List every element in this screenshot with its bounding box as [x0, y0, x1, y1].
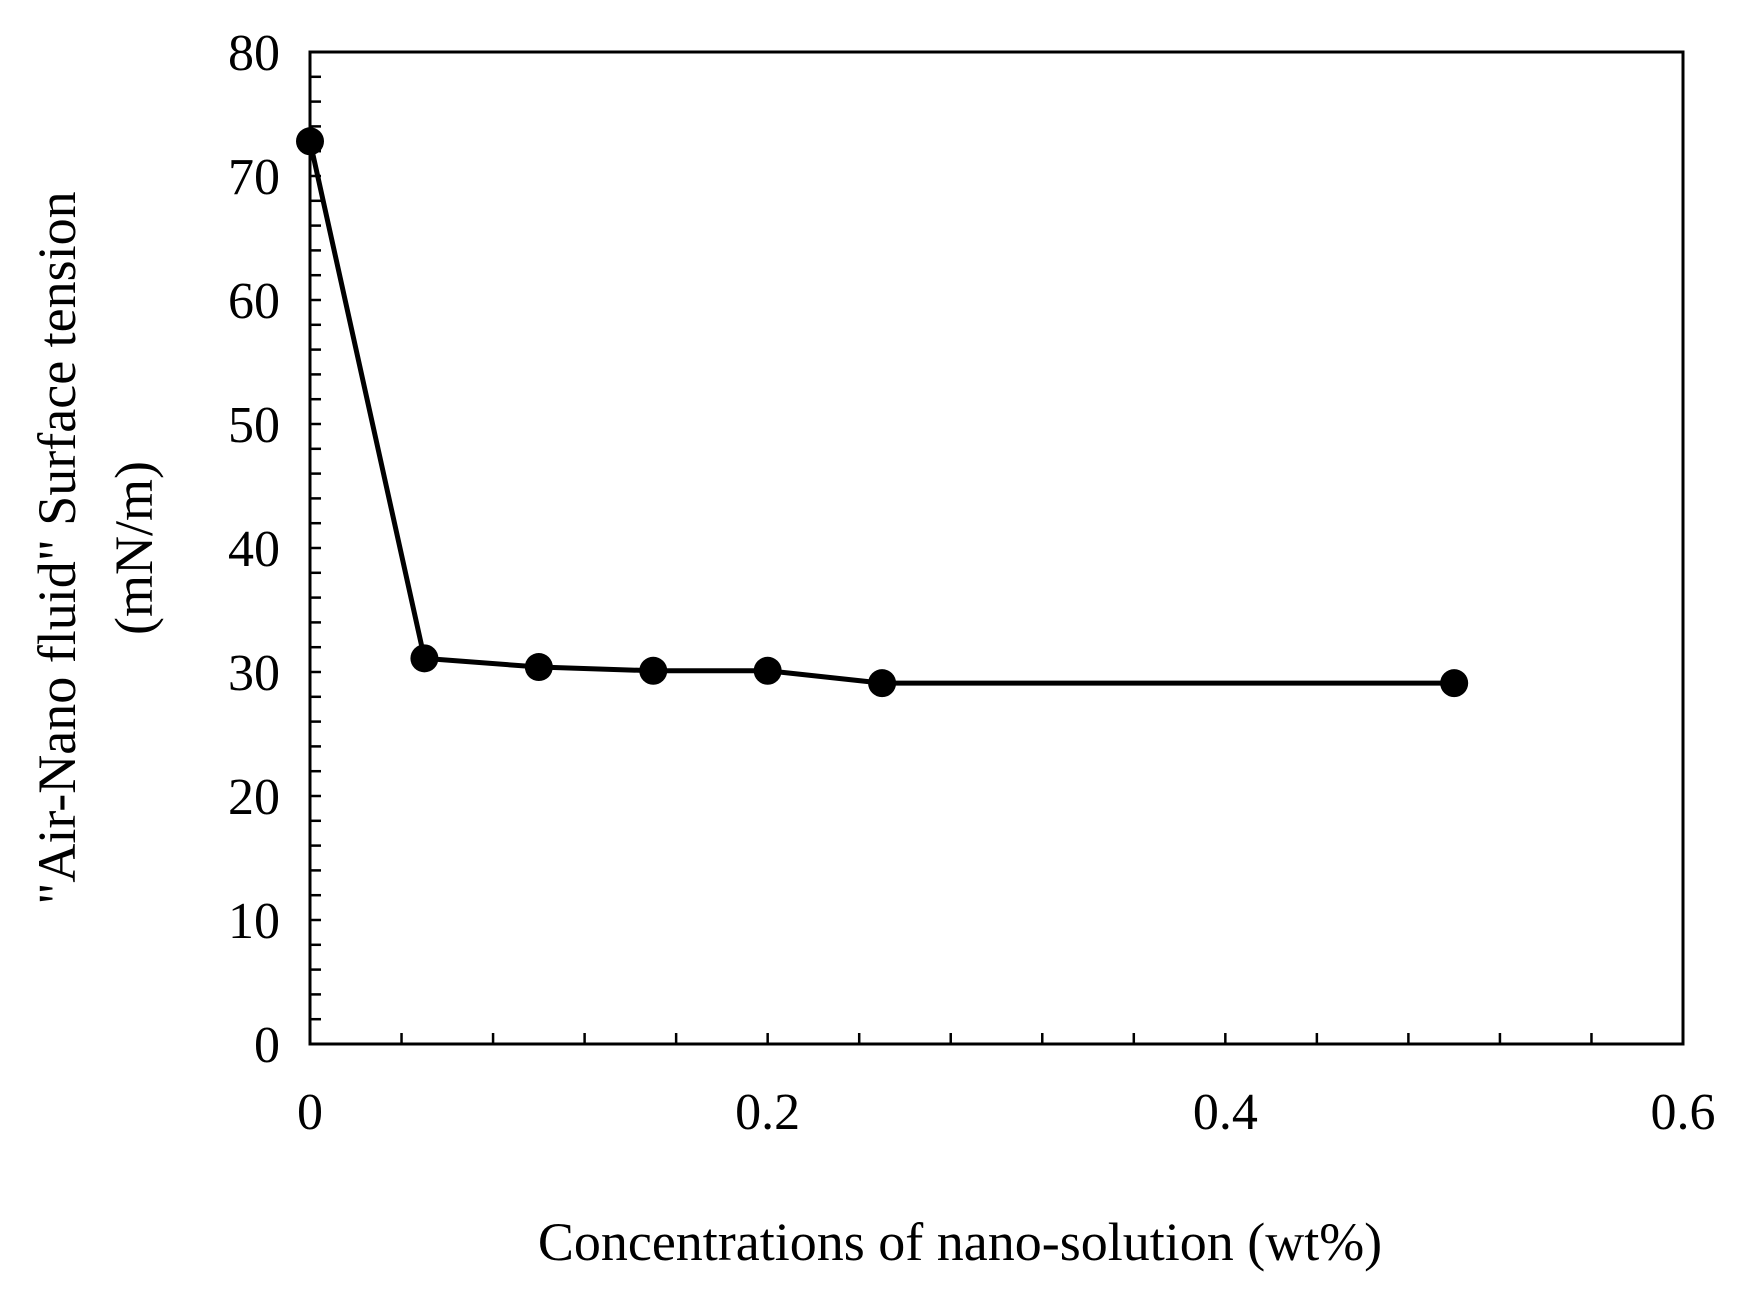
x-tick-label: 0.4	[1193, 1084, 1258, 1141]
data-point	[410, 644, 439, 673]
series-line	[307, 140, 1455, 686]
data-point	[868, 669, 897, 698]
x-axis-title: Concentrations of nano-solution (wt%)	[538, 1212, 1382, 1272]
ticks-layer	[308, 50, 1685, 1046]
y-tick-label: 70	[228, 149, 280, 206]
y-axis-title-line1: "Air-Nano fluid" Surface tension	[27, 191, 87, 904]
data-point	[753, 656, 782, 685]
series-layer	[296, 127, 1469, 698]
data-point	[639, 656, 668, 685]
y-tick-label: 40	[228, 521, 280, 578]
x-tick-label: 0	[297, 1084, 323, 1141]
y-tick-label: 30	[228, 645, 280, 702]
x-tick-label: 0.6	[1651, 1084, 1716, 1141]
x-tick-label: 0.2	[735, 1084, 800, 1141]
y-tick-label: 60	[228, 273, 280, 330]
y-tick-label: 80	[228, 25, 280, 82]
data-point	[296, 127, 324, 156]
y-axis-title: "Air-Nano fluid" Surface tension (mN/m)	[27, 191, 164, 904]
y-axis-title-line2: (mN/m)	[104, 461, 164, 635]
data-point	[524, 653, 553, 682]
data-point	[1440, 669, 1469, 698]
y-tick-label: 20	[228, 769, 280, 826]
y-tick-label: 10	[228, 893, 280, 950]
labels-layer: 0 10 20 30 40 50 60 70 80 0 0.2 0.4 0.6	[228, 25, 1716, 1141]
y-tick-label: 50	[228, 397, 280, 454]
plot-frame	[308, 50, 1685, 1046]
y-tick-label: 0	[254, 1017, 280, 1074]
